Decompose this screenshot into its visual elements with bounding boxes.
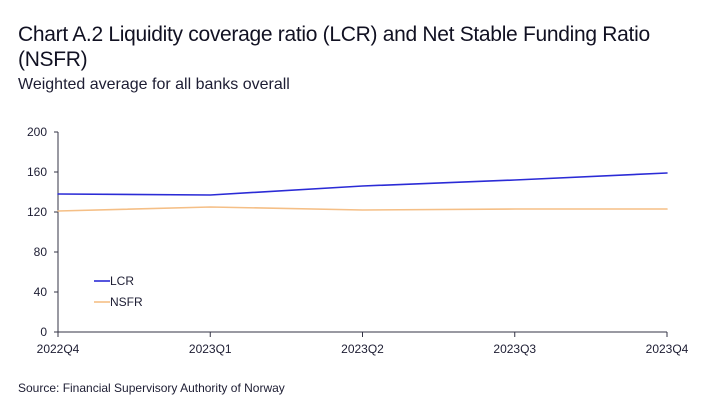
series-line-lcr — [57, 172, 668, 196]
y-tick-label: 80 — [34, 245, 48, 259]
x-tick-label: 2023Q4 — [646, 342, 689, 356]
x-tick-label: 2023Q3 — [493, 342, 536, 356]
y-tick-label: 200 — [27, 125, 47, 139]
chart-title: Chart A.2 Liquidity coverage ratio (LCR)… — [18, 23, 650, 71]
y-tick-label: 160 — [27, 165, 47, 179]
x-tick-label: 2023Q2 — [341, 342, 384, 356]
x-tick-label: 2023Q1 — [189, 342, 232, 356]
legend-label-lcr: LCR — [110, 274, 134, 288]
y-tick-label: 0 — [40, 325, 47, 339]
chart-subtitle: Weighted average for all banks overall — [18, 76, 290, 93]
x-tick-label: 2022Q4 — [37, 342, 80, 356]
y-tick-label: 40 — [34, 285, 48, 299]
series-line-nsfr — [57, 206, 668, 212]
legend-label-nsfr: NSFR — [110, 295, 143, 309]
y-tick-label: 120 — [27, 205, 47, 219]
source-note: Source: Financial Supervisory Authority … — [18, 381, 285, 395]
